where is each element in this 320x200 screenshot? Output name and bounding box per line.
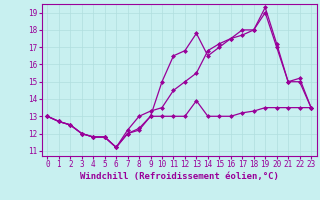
X-axis label: Windchill (Refroidissement éolien,°C): Windchill (Refroidissement éolien,°C) [80,172,279,181]
